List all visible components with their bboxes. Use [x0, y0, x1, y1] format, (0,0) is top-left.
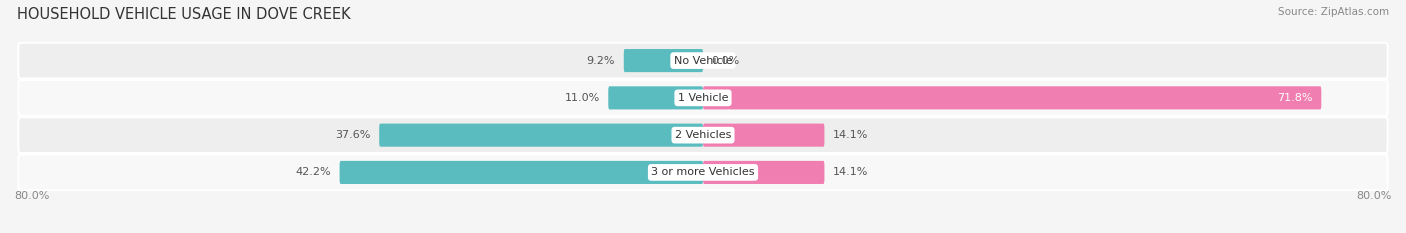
FancyBboxPatch shape — [18, 117, 1388, 153]
Text: 14.1%: 14.1% — [832, 130, 869, 140]
FancyBboxPatch shape — [18, 43, 1388, 79]
Text: 71.8%: 71.8% — [1277, 93, 1313, 103]
Text: 2 Vehicles: 2 Vehicles — [675, 130, 731, 140]
Text: 14.1%: 14.1% — [832, 168, 869, 177]
Text: 9.2%: 9.2% — [586, 56, 616, 65]
FancyBboxPatch shape — [18, 80, 1388, 116]
FancyBboxPatch shape — [18, 154, 1388, 190]
Text: No Vehicle: No Vehicle — [673, 56, 733, 65]
FancyBboxPatch shape — [703, 161, 824, 184]
FancyBboxPatch shape — [340, 161, 703, 184]
Text: HOUSEHOLD VEHICLE USAGE IN DOVE CREEK: HOUSEHOLD VEHICLE USAGE IN DOVE CREEK — [17, 7, 350, 22]
FancyBboxPatch shape — [380, 123, 703, 147]
Text: 80.0%: 80.0% — [14, 191, 49, 201]
Text: 42.2%: 42.2% — [295, 168, 330, 177]
FancyBboxPatch shape — [624, 49, 703, 72]
Text: Source: ZipAtlas.com: Source: ZipAtlas.com — [1278, 7, 1389, 17]
Text: 37.6%: 37.6% — [335, 130, 371, 140]
Text: 11.0%: 11.0% — [564, 93, 599, 103]
FancyBboxPatch shape — [703, 86, 1322, 110]
FancyBboxPatch shape — [609, 86, 703, 110]
Text: 80.0%: 80.0% — [1357, 191, 1392, 201]
Text: 3 or more Vehicles: 3 or more Vehicles — [651, 168, 755, 177]
Text: 0.0%: 0.0% — [711, 56, 740, 65]
Text: 1 Vehicle: 1 Vehicle — [678, 93, 728, 103]
FancyBboxPatch shape — [703, 123, 824, 147]
